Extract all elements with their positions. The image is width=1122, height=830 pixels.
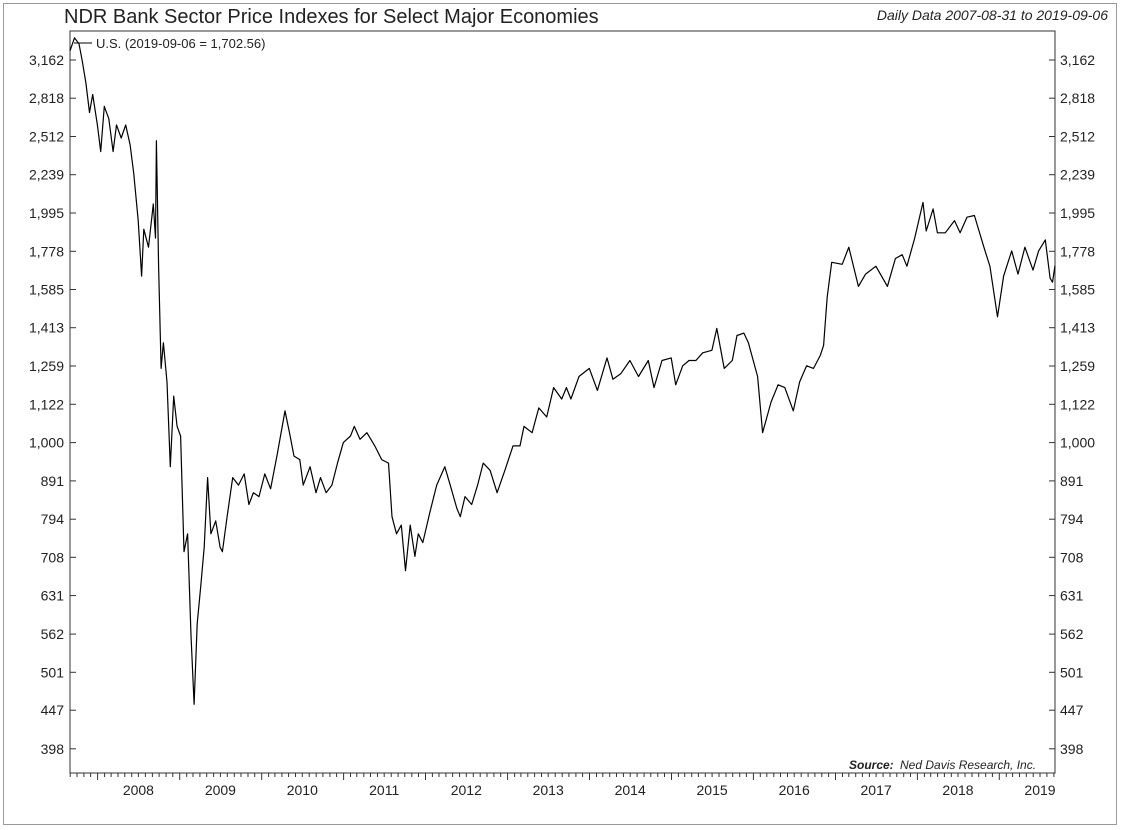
y-tick-label-left: 1,122: [29, 396, 64, 412]
x-tick-label: 2011: [369, 782, 399, 798]
chart-frame: [3, 3, 1117, 825]
y-tick-label-left: 1,000: [29, 435, 64, 451]
source-text: Ned Davis Research, Inc.: [900, 758, 1036, 772]
y-tick-label-left: 562: [41, 626, 65, 642]
y-tick-label-right: 562: [1060, 626, 1084, 642]
x-tick-label: 2017: [861, 782, 892, 798]
y-tick-label-right: 3,162: [1060, 52, 1095, 68]
y-tick-label-right: 708: [1060, 549, 1084, 565]
y-tick-label-right: 1,122: [1060, 396, 1095, 412]
y-tick-label-left: 1,413: [29, 320, 64, 336]
x-tick-label: 2019: [1024, 782, 1055, 798]
y-tick-label-left: 1,778: [29, 243, 64, 259]
y-tick-label-right: 794: [1060, 511, 1084, 527]
date-range-label: Daily Data 2007-08-31 to 2019-09-06: [876, 7, 1108, 23]
x-tick-label: 2009: [205, 782, 236, 798]
source-label: Source:: [849, 758, 894, 772]
y-tick-label-right: 501: [1060, 664, 1084, 680]
y-tick-label-left: 1,259: [29, 358, 64, 374]
y-tick-label-left: 501: [41, 664, 65, 680]
y-tick-label-right: 1,259: [1060, 358, 1095, 374]
y-tick-label-left: 2,239: [29, 167, 64, 183]
y-tick-label-right: 398: [1060, 741, 1084, 757]
y-tick-label-left: 1,995: [29, 205, 64, 221]
y-tick-label-left: 708: [41, 549, 65, 565]
y-axis-right: 398 447 501 562 631 708 794 891 1,000 1,122 1,259 1…: [1049, 52, 1095, 757]
y-tick-label-right: 1,995: [1060, 205, 1095, 221]
x-axis: 2008 2009 2010 2011 2012 2013 2014 2015 2016 2017…: [69, 773, 1056, 798]
y-tick-label-right: 1,585: [1060, 282, 1095, 298]
y-tick-label-left: 794: [41, 511, 65, 527]
y-tick-label-left: 447: [41, 702, 65, 718]
x-tick-label: 2010: [287, 782, 318, 798]
legend-label: U.S. (2019-09-06 = 1,702.56): [96, 36, 265, 51]
y-tick-label-right: 1,778: [1060, 243, 1095, 259]
y-tick-label-left: 1,585: [29, 282, 64, 298]
series-layer: [69, 37, 1056, 705]
x-tick-label: 2015: [697, 782, 728, 798]
series-line-us: [69, 37, 1056, 705]
y-tick-label-right: 447: [1060, 702, 1084, 718]
y-tick-label-right: 631: [1060, 588, 1084, 604]
y-tick-label-left: 891: [41, 473, 65, 489]
y-tick-label-left: 2,818: [29, 90, 64, 106]
y-tick-label-right: 1,413: [1060, 320, 1095, 336]
x-tick-label: 2013: [533, 782, 564, 798]
x-tick-label: 2016: [779, 782, 810, 798]
plot-area-border: [69, 30, 1056, 774]
legend: U.S. (2019-09-06 = 1,702.56): [74, 36, 265, 51]
y-tick-label-left: 398: [41, 741, 65, 757]
x-tick-label: 2008: [123, 782, 154, 798]
y-tick-label-left: 631: [41, 588, 65, 604]
y-tick-label-right: 2,512: [1060, 129, 1095, 145]
y-tick-label-right: 1,000: [1060, 435, 1095, 451]
source-note: Source: Ned Davis Research, Inc.: [849, 758, 1036, 772]
y-tick-label-left: 2,512: [29, 129, 64, 145]
y-tick-label-right: 891: [1060, 473, 1084, 489]
y-tick-label-left: 3,162: [29, 52, 64, 68]
y-axis-left: 398 447 501 562 631 708 794 891 1,000 1,122 1,259 1…: [29, 52, 76, 757]
chart-title: NDR Bank Sector Price Indexes for Select…: [64, 6, 599, 28]
y-tick-label-right: 2,818: [1060, 90, 1095, 106]
x-tick-label: 2012: [451, 782, 482, 798]
x-tick-label: 2014: [615, 782, 646, 798]
y-tick-label-right: 2,239: [1060, 167, 1095, 183]
x-tick-label: 2018: [942, 782, 973, 798]
